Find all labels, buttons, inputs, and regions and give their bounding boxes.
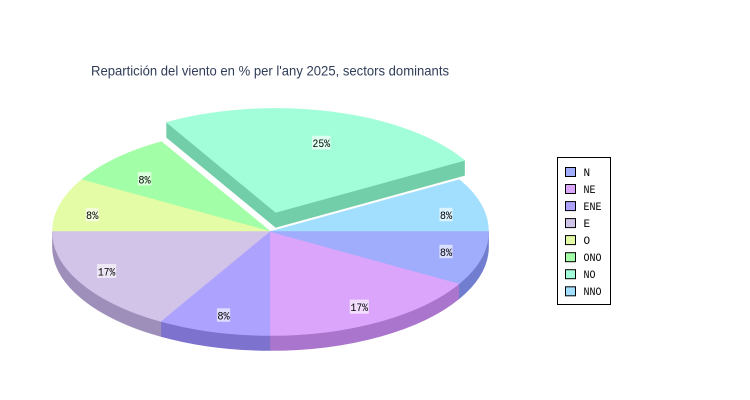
- svg-text:17%: 17%: [98, 268, 116, 280]
- svg-text:8%: 8%: [138, 175, 151, 187]
- svg-text:25%: 25%: [313, 139, 331, 151]
- svg-text:8%: 8%: [86, 211, 99, 223]
- svg-text:E: E: [584, 219, 591, 231]
- svg-text:NO: NO: [584, 270, 596, 282]
- svg-text:8%: 8%: [217, 312, 230, 324]
- svg-text:O: O: [584, 236, 591, 248]
- svg-text:17%: 17%: [351, 303, 369, 315]
- svg-text:8%: 8%: [440, 248, 453, 260]
- svg-text:N: N: [584, 168, 591, 180]
- svg-text:8%: 8%: [440, 211, 453, 223]
- svg-text:ENE: ENE: [584, 202, 602, 214]
- svg-text:NNO: NNO: [584, 287, 602, 299]
- svg-text:NE: NE: [584, 185, 596, 197]
- svg-text:Repartición del viento en % pe: Repartición del viento en % per l'any 20…: [91, 63, 449, 79]
- svg-text:ONO: ONO: [584, 253, 602, 265]
